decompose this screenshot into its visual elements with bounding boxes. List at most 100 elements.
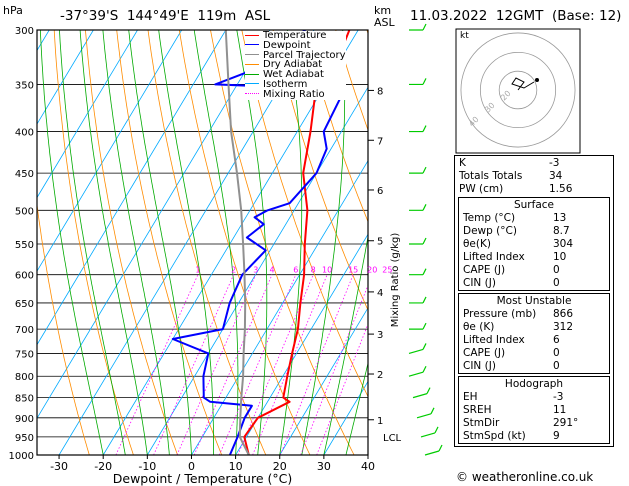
mixing-ratio-line — [316, 322, 368, 455]
wet-adiabat — [128, 30, 192, 455]
km-tick-label: 8 — [377, 86, 383, 97]
mixing-ratio-line — [193, 274, 273, 455]
param-value: 13 — [553, 212, 567, 224]
mixing-ratio-label: 3 — [253, 266, 258, 275]
param-name: SREH — [463, 404, 492, 416]
param-name: Dewp (°C) — [463, 225, 517, 237]
most-unstable-row: Lifted Index 6 — [459, 334, 609, 347]
mixing-ratio-line — [153, 274, 235, 455]
hodograph-storm-motion — [535, 78, 539, 82]
hpa-label: hPa — [3, 4, 23, 17]
x-tick-label: 20 — [273, 460, 287, 473]
isotherm-line — [37, 30, 138, 199]
hodograph-box: Hodograph EH -3 SREH 11 StmDir 291° StmSpd (kt… — [458, 376, 610, 444]
pressure-tick-label: 450 — [15, 169, 34, 180]
mixing-ratio-axis-label: Mixing Ratio (g/kg) — [390, 233, 401, 328]
index-row: K -3 — [455, 157, 613, 170]
legend-item: Mixing Ratio — [245, 89, 346, 100]
location-title: -37°39'S 144°49'E 119m ASL — [60, 8, 271, 24]
wind-barb — [424, 444, 443, 456]
legend-item: Dry Adiabat — [245, 60, 346, 70]
legend-label: Dewpoint — [263, 39, 311, 51]
wet-adiabat — [158, 30, 214, 455]
datetime-label: 11.03.2022 12GMT (Base: 12) — [410, 8, 622, 24]
param-name: Totals Totals — [459, 170, 523, 182]
isotherm-line — [58, 30, 315, 455]
param-value: 0 — [553, 264, 560, 276]
lcl-label: LCL — [383, 433, 402, 444]
param-name: K — [459, 157, 466, 169]
surface-box: Surface Temp (°C) 13 Dewp (°C) 8.7 θe(K) 304 L… — [458, 197, 610, 291]
mixing-ratio-label: 1 — [195, 266, 200, 275]
wet-adiabat — [323, 234, 368, 455]
wind-barb — [408, 343, 427, 355]
legend-swatch — [245, 83, 259, 85]
km-label: km — [374, 4, 392, 17]
dry-adiabat — [178, 30, 311, 455]
param-name: θe (K) — [463, 321, 495, 333]
most-unstable-row: Pressure (mb) 866 — [459, 308, 609, 321]
wind-barb — [420, 426, 439, 438]
mixing-ratio-label: 20 — [367, 266, 377, 275]
param-value: 866 — [553, 308, 574, 320]
indices-rows: K -3 Totals Totals 34 PW (cm) 1.56 — [455, 156, 613, 197]
most-unstable-box: Most Unstable Pressure (mb) 866 θe (K) 312 L… — [458, 293, 610, 374]
param-name: θe(K) — [463, 238, 491, 250]
hodograph-rows: EH -3 SREH 11 StmDir 291° StmSpd (kt) 9 — [459, 391, 609, 443]
surface-row: θe(K) 304 — [459, 238, 609, 251]
credit-text[interactable]: © weatheronline.co.uk — [456, 470, 594, 484]
mixing-ratio-line — [218, 274, 297, 455]
chart-axes: 1 2 3 4 6 8 10 15 20 2530035040045050055060065070… — [9, 26, 402, 486]
legend-item: Temperature — [245, 31, 346, 41]
isotherm-line — [191, 160, 368, 455]
x-axis-label: Dewpoint / Temperature (°C) — [113, 471, 292, 486]
legend-label: Dry Adiabat — [263, 59, 323, 71]
hodograph-ring — [479, 51, 557, 129]
wind-barb — [409, 237, 427, 245]
indices-table: K -3 Totals Totals 34 PW (cm) 1.56 Surface Te… — [454, 155, 614, 447]
isotherm-line — [323, 380, 368, 455]
pressure-tick-label: 800 — [15, 372, 34, 383]
dry-adiabat — [53, 30, 134, 455]
param-name: PW (cm) — [459, 183, 504, 195]
index-row: Totals Totals 34 — [455, 170, 613, 183]
surface-row: CAPE (J) 0 — [459, 264, 609, 277]
legend-label: Parcel Trajectory — [263, 49, 346, 61]
mixing-ratio-label: 4 — [269, 266, 274, 275]
param-name: CIN (J) — [463, 277, 496, 289]
dry-adiabat — [85, 30, 178, 455]
series-parcel-trajectory — [224, 30, 250, 455]
wind-barb — [408, 365, 427, 377]
km-tick-label: 3 — [377, 330, 383, 341]
wind-barb — [409, 268, 427, 276]
km-tick-label: 2 — [377, 370, 383, 381]
param-name: StmSpd (kt) — [463, 430, 526, 442]
legend-item: Wet Adiabat — [245, 70, 346, 80]
hodograph-row: SREH 11 — [459, 404, 609, 417]
param-value: 9 — [553, 430, 560, 442]
wind-barb — [409, 204, 427, 211]
mixing-ratio-line — [237, 274, 314, 455]
wind-barb — [409, 125, 427, 133]
mixing-ratio-label: 25 — [382, 266, 392, 275]
most-unstable-row: θe (K) 312 — [459, 321, 609, 334]
hodograph-trace — [511, 77, 535, 91]
mixing-ratio-label: 8 — [311, 266, 316, 275]
param-name: CAPE (J) — [463, 264, 506, 276]
legend-swatch — [245, 63, 259, 65]
wet-adiabat — [301, 30, 346, 455]
mixing-ratio-line — [300, 284, 368, 455]
param-name: Lifted Index — [463, 251, 525, 263]
param-value: 0 — [553, 347, 560, 359]
param-value: 0 — [553, 360, 560, 372]
param-value: 10 — [553, 251, 567, 263]
dry-adiabat — [210, 30, 355, 455]
param-name: Pressure (mb) — [463, 308, 537, 320]
wet-adiabat — [345, 361, 368, 455]
param-value: 8.7 — [553, 225, 570, 237]
param-name: CIN (J) — [463, 360, 496, 372]
param-value: 312 — [553, 321, 574, 333]
mixing-ratio-line — [176, 274, 257, 455]
mixing-ratio-label: 2 — [231, 266, 236, 275]
legend-swatch — [245, 44, 259, 46]
